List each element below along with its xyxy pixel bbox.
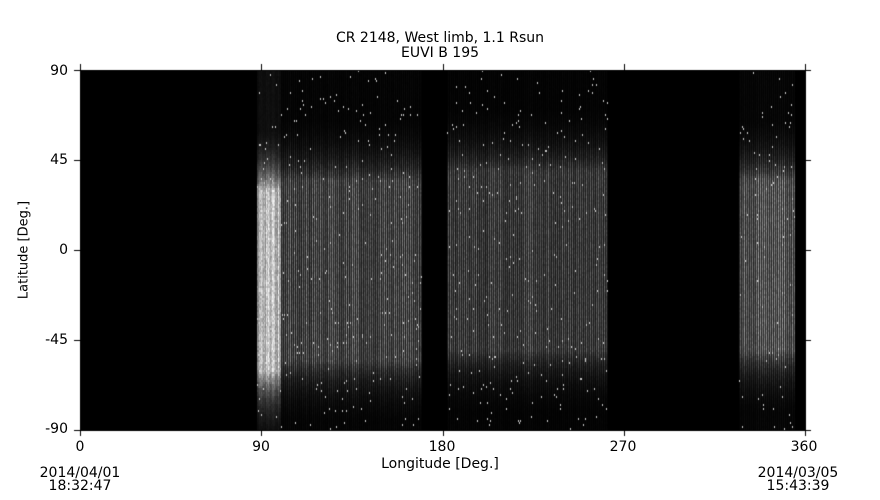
end-time: 15:43:39 — [766, 478, 830, 494]
end-date: 2014/03/05 — [757, 465, 839, 481]
x-tick-label: 270 — [609, 439, 637, 455]
chart-title: CR 2148, West limb, 1.1 Rsun — [335, 30, 545, 46]
x-tick-label: 0 — [75, 439, 85, 455]
y-tick-label: -45 — [45, 332, 68, 348]
x-tick-label: 90 — [252, 439, 270, 455]
y-tick-label: 45 — [50, 152, 68, 168]
x-axis-label: Longitude [Deg.] — [381, 456, 499, 472]
y-tick-label: 0 — [59, 242, 68, 258]
x-tick-label: 360 — [790, 439, 818, 455]
chart-subtitle: EUVI B 195 — [400, 45, 480, 61]
x-tick-label: 180 — [428, 439, 456, 455]
y-tick-label: 90 — [50, 63, 68, 79]
y-axis-label: Latitude [Deg.] — [16, 200, 32, 300]
y-tick-label: -90 — [45, 421, 68, 437]
start-time: 18:32:47 — [48, 478, 112, 494]
start-date: 2014/04/01 — [39, 465, 121, 481]
